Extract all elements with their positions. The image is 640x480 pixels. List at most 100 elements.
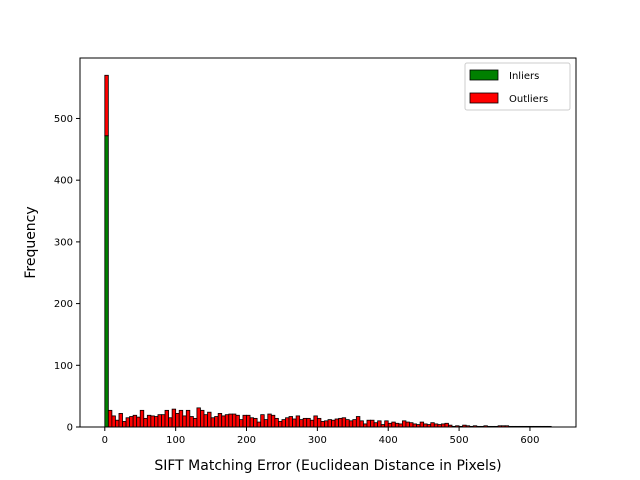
y-axis-ticks: 0 100 200 300 400 500 [54,114,80,434]
plot-area-frame [79,57,577,428]
bar-outliers-41 [249,417,255,428]
bar-outliers-52 [288,416,293,428]
x-tick-label: 100 [166,435,185,446]
bar-outliers-44 [260,414,265,428]
y-tick-label: 0 [67,423,73,434]
bar-outliers-17 [164,409,169,428]
bar-outliers-6 [125,417,131,428]
bar-outliers-50 [281,419,286,428]
bar-outliers-76 [373,422,378,428]
bar-outliers-49 [277,421,283,428]
bar-outliers-46 [267,413,272,428]
y-tick-label: 200 [54,299,73,310]
bar-outliers-33 [221,415,226,428]
bar-outliers-45 [263,419,269,428]
bar-outliers-19 [171,408,177,428]
bar-inliers-0 [104,135,109,428]
legend-label-outliers: Outliers [509,94,548,105]
legend-swatch-outliers [469,92,499,104]
bar-outliers-5 [122,421,127,428]
bar-outliers-14 [153,416,159,428]
bar-outliers-9 [136,416,141,428]
histogram-bars [104,74,552,428]
bar-outliers-77 [377,420,382,428]
bar-outliers-96 [444,422,449,428]
bar-outliers-40 [246,414,251,428]
x-axis-label: SIFT Matching Error (Euclidean Distance … [154,458,501,474]
bar-outliers-67 [341,417,347,428]
bar-outliers-8 [132,414,138,428]
bar-outliers-61 [320,421,325,428]
bar-outliers-48 [274,417,279,428]
bar-outliers-4 [118,413,123,428]
bar-outliers-28 [203,414,208,428]
bar-outliers-18 [168,417,173,428]
bar-outliers-89 [419,421,425,428]
bar-outliers-82 [394,422,400,428]
bar-outliers-53 [292,418,297,428]
bar-outliers-54 [295,415,301,428]
bar-outliers-26 [196,407,201,428]
bar-outliers-29 [207,411,212,428]
bar-outliers-31 [214,416,219,428]
bar-outliers-63 [327,419,332,428]
bar-outliers-80 [387,422,393,428]
x-tick-label: 200 [237,435,256,446]
bar-outliers-24 [189,416,194,428]
y-axis-label: Frequency [23,206,39,278]
bar-outliers-65 [334,418,340,428]
bar-outliers-85 [405,421,410,428]
x-tick-label: 500 [450,435,469,446]
bar-outliers-43 [256,421,262,428]
legend-swatch-inliers [469,69,499,81]
bar-outliers-55 [299,419,304,428]
x-axis-ticks: 0 100 200 300 400 500 600 [102,427,539,446]
y-tick-label: 100 [54,361,73,372]
bar-outliers-62 [324,420,329,428]
y-tick-label: 500 [54,114,73,125]
bar-outliers-39 [242,414,247,428]
bar-outliers-59 [313,415,318,428]
bar-outliers-60 [316,417,322,428]
bar-outliers-79 [384,420,389,428]
bar-outliers-51 [285,417,290,428]
bar-outliers-3 [115,419,120,428]
bar-outliers-47 [270,414,276,428]
x-tick-label: 400 [379,435,398,446]
bar-outliers-70 [352,419,357,428]
bar-outliers-21 [178,409,184,428]
bar-outliers-12 [146,414,152,428]
legend-label-inliers: Inliers [509,71,539,82]
bar-outliers-75 [370,419,375,428]
bar-outliers-37 [235,414,240,428]
bar-outliers-74 [366,419,371,428]
bar-outliers-13 [150,415,155,428]
bar-outliers-56 [302,417,308,428]
bar-outliers-27 [200,409,205,428]
bar-outliers-71 [355,416,361,428]
bar-outliers-38 [239,419,244,428]
bar-outliers-23 [185,409,191,428]
bar-outliers-7 [129,416,134,428]
y-tick-label: 400 [54,176,73,187]
bar-outliers-42 [253,417,258,428]
bar-outliers-81 [391,421,396,428]
bar-outliers-35 [228,413,233,428]
bar-outliers-84 [401,420,407,428]
y-tick-label: 300 [54,237,73,248]
bar-outliers-92 [430,422,435,428]
bar-outliers-22 [182,415,187,428]
x-tick-label: 300 [308,435,327,446]
bar-outliers-66 [338,417,343,428]
bar-outliers-15 [157,414,162,428]
bar-outliers-57 [306,417,311,428]
bar-outliers-0 [104,74,109,137]
bar-outliers-16 [161,414,166,428]
bar-outliers-69 [348,420,354,428]
bar-outliers-10 [139,409,145,428]
bar-outliers-34 [224,414,230,428]
bar-outliers-20 [175,413,180,428]
bar-outliers-64 [331,419,336,428]
bar-outliers-86 [409,422,414,428]
